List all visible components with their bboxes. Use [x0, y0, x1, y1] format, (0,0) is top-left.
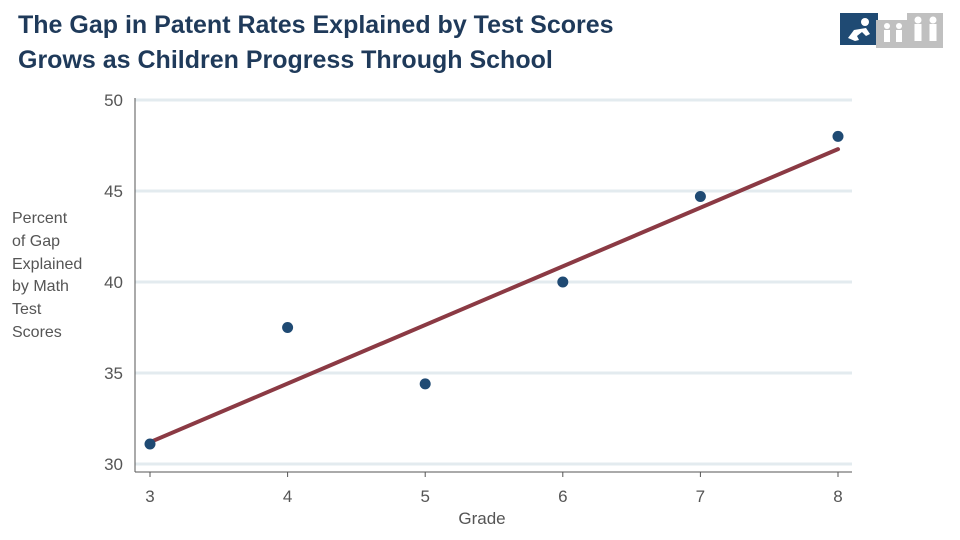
data-points [144, 130, 844, 450]
x-tick-label-6: 6 [558, 487, 567, 506]
y-axis-title-line-1: Percent [12, 210, 68, 227]
y-axis-title: Percent of Gap Explained by Math Test Sc… [12, 208, 102, 345]
logo-tile-primary [840, 13, 878, 45]
y-axis-title-line-5: Test [12, 301, 42, 319]
grid-lines [135, 98, 852, 466]
y-tick-label-50: 50 [104, 91, 123, 110]
x-tick-label-4: 4 [283, 487, 292, 506]
data-point-grade-5 [419, 378, 431, 390]
fit-line [148, 147, 840, 445]
data-point-grade-3 [144, 438, 156, 450]
chart-title-line-1: The Gap in Patent Rates Explained by Tes… [18, 11, 614, 39]
logo-tile-tertiary [907, 13, 943, 48]
y-tick-labels: 30 35 40 45 50 [104, 91, 123, 474]
x-axis-title: Grade [458, 509, 505, 528]
y-tick-label-30: 30 [104, 455, 123, 474]
x-tick-labels: 3 4 5 6 7 8 [145, 472, 843, 506]
y-tick-label-40: 40 [104, 273, 123, 292]
chart-title: The Gap in Patent Rates Explained by Tes… [18, 8, 778, 78]
x-tick-label-8: 8 [833, 487, 842, 506]
logo-tile-secondary [876, 20, 909, 48]
x-tick-label-7: 7 [696, 487, 705, 506]
y-axis-title-line-6: Scores [12, 323, 62, 341]
y-axis-title-line-2: of Gap [12, 232, 61, 250]
y-tick-label-45: 45 [104, 182, 123, 201]
y-axis-title-line-4: by Math [12, 278, 69, 296]
x-tick-label-3: 3 [145, 487, 154, 506]
y-axis-title-line-3: Explained [12, 255, 83, 273]
x-tick-label-5: 5 [420, 487, 429, 506]
people-progression-icon [840, 13, 943, 48]
y-tick-label-35: 35 [104, 364, 123, 383]
data-point-grade-8 [832, 130, 844, 142]
data-point-grade-4 [282, 322, 294, 333]
chart-title-line-2: Grows as Children Progress Through Schoo… [18, 46, 553, 74]
data-point-grade-7 [694, 190, 706, 202]
data-point-grade-6 [557, 276, 569, 288]
